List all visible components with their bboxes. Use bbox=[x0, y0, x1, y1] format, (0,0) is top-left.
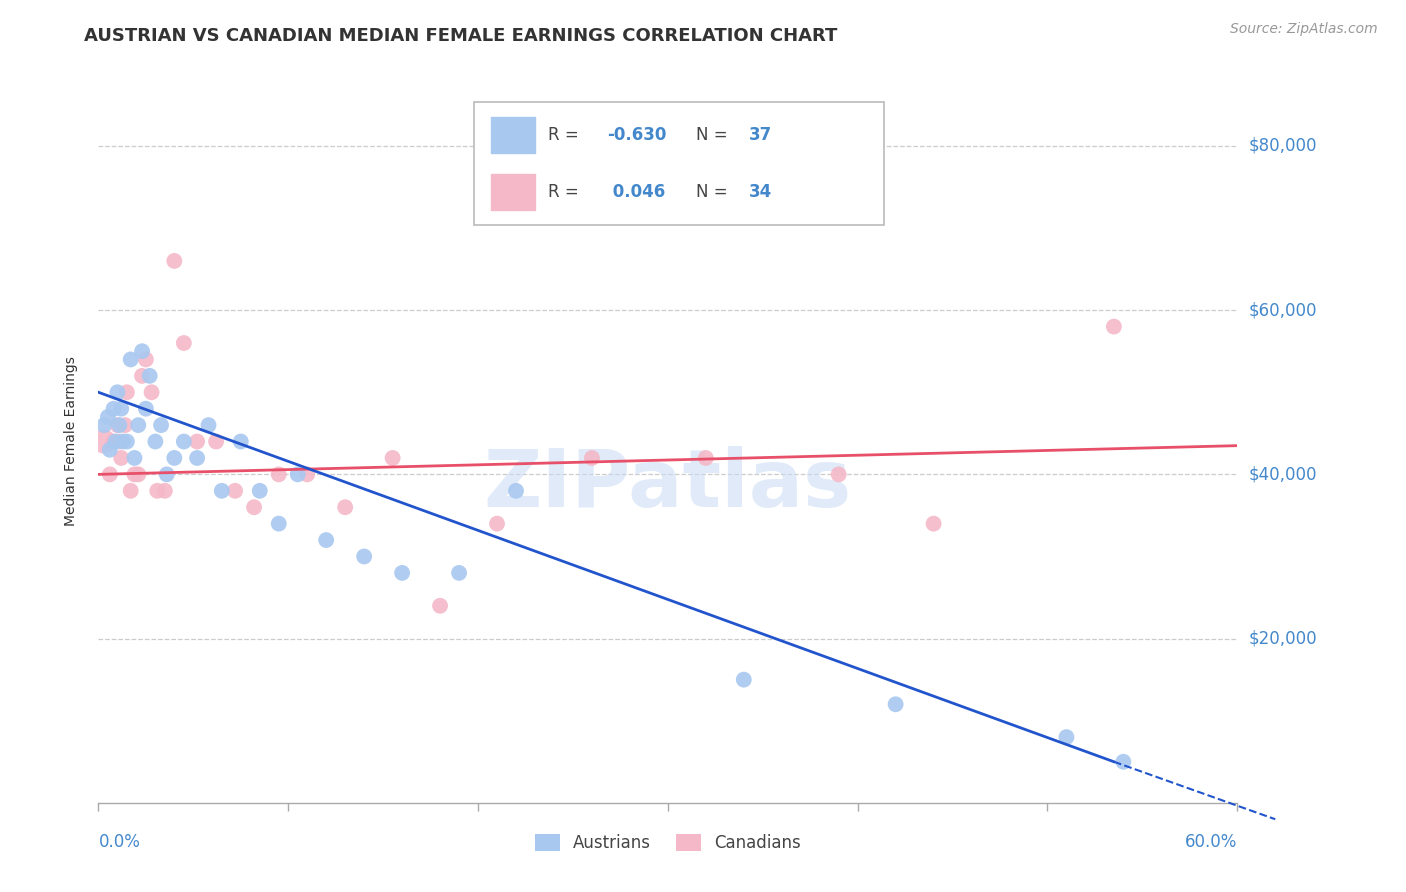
Point bbox=[186, 434, 208, 449]
Point bbox=[112, 434, 135, 449]
Point bbox=[97, 409, 120, 424]
Point bbox=[229, 434, 252, 449]
Point bbox=[884, 698, 907, 712]
Text: $40,000: $40,000 bbox=[1249, 466, 1317, 483]
Point bbox=[107, 385, 129, 400]
Point bbox=[197, 418, 219, 433]
Point bbox=[335, 500, 357, 515]
Text: 0.0%: 0.0% bbox=[98, 833, 141, 851]
Point bbox=[124, 450, 146, 465]
Text: N =: N = bbox=[696, 183, 733, 201]
Point bbox=[98, 467, 121, 482]
Point bbox=[267, 516, 290, 531]
Text: $80,000: $80,000 bbox=[1249, 137, 1317, 155]
Point bbox=[1102, 319, 1125, 334]
Text: $60,000: $60,000 bbox=[1249, 301, 1317, 319]
Point bbox=[205, 434, 228, 449]
Point bbox=[315, 533, 337, 547]
Point bbox=[163, 253, 186, 268]
Point bbox=[131, 344, 153, 359]
Text: R =: R = bbox=[548, 183, 585, 201]
Text: Source: ZipAtlas.com: Source: ZipAtlas.com bbox=[1230, 22, 1378, 37]
Text: AUSTRIAN VS CANADIAN MEDIAN FEMALE EARNINGS CORRELATION CHART: AUSTRIAN VS CANADIAN MEDIAN FEMALE EARNI… bbox=[84, 27, 838, 45]
Point bbox=[243, 500, 266, 515]
Point bbox=[104, 434, 127, 449]
Text: 37: 37 bbox=[749, 126, 772, 145]
Point bbox=[297, 467, 319, 482]
Point bbox=[733, 673, 755, 687]
Point bbox=[110, 401, 132, 416]
Point bbox=[93, 434, 115, 449]
Point bbox=[505, 483, 527, 498]
Text: ZIPatlas: ZIPatlas bbox=[484, 446, 852, 524]
Point bbox=[828, 467, 851, 482]
Point bbox=[103, 401, 125, 416]
Point bbox=[186, 450, 208, 465]
Point bbox=[93, 418, 115, 433]
Point bbox=[249, 483, 271, 498]
Point bbox=[120, 483, 142, 498]
Point bbox=[922, 516, 945, 531]
Point bbox=[124, 467, 146, 482]
Point bbox=[108, 418, 131, 433]
Point bbox=[135, 401, 157, 416]
Point bbox=[115, 385, 138, 400]
Point bbox=[135, 352, 157, 367]
Point bbox=[150, 418, 173, 433]
Point bbox=[153, 483, 176, 498]
Text: -0.630: -0.630 bbox=[607, 126, 666, 145]
Point bbox=[287, 467, 309, 482]
Point bbox=[224, 483, 246, 498]
Text: R =: R = bbox=[548, 126, 585, 145]
Point bbox=[103, 434, 125, 449]
Point bbox=[581, 450, 603, 465]
Point bbox=[429, 599, 451, 613]
Point bbox=[449, 566, 471, 580]
Text: 34: 34 bbox=[749, 183, 772, 201]
Text: $20,000: $20,000 bbox=[1249, 630, 1317, 648]
Text: 0.046: 0.046 bbox=[607, 183, 665, 201]
Point bbox=[1056, 730, 1078, 744]
Text: N =: N = bbox=[696, 126, 733, 145]
Point bbox=[107, 418, 129, 433]
Point bbox=[381, 450, 404, 465]
Point bbox=[131, 368, 153, 383]
Point bbox=[115, 434, 138, 449]
Bar bbox=[491, 117, 534, 153]
Point bbox=[114, 418, 136, 433]
Point bbox=[138, 368, 160, 383]
Point bbox=[486, 516, 509, 531]
Point bbox=[391, 566, 413, 580]
Point bbox=[156, 467, 179, 482]
Legend: Austrians, Canadians: Austrians, Canadians bbox=[534, 834, 801, 852]
Point bbox=[141, 385, 163, 400]
Point bbox=[120, 352, 142, 367]
Point bbox=[353, 549, 375, 564]
Point bbox=[146, 483, 169, 498]
Point bbox=[127, 467, 149, 482]
Point bbox=[98, 442, 121, 457]
Point bbox=[110, 450, 132, 465]
Point bbox=[108, 434, 131, 449]
Point bbox=[695, 450, 717, 465]
Bar bbox=[491, 174, 534, 210]
Y-axis label: Median Female Earnings: Median Female Earnings bbox=[63, 357, 77, 526]
Point bbox=[267, 467, 290, 482]
Point bbox=[173, 336, 195, 351]
Point bbox=[173, 434, 195, 449]
Point bbox=[163, 450, 186, 465]
Text: 60.0%: 60.0% bbox=[1185, 833, 1237, 851]
FancyBboxPatch shape bbox=[474, 102, 884, 225]
Point bbox=[145, 434, 167, 449]
Point bbox=[127, 418, 149, 433]
Point bbox=[1112, 755, 1135, 769]
Point bbox=[211, 483, 233, 498]
